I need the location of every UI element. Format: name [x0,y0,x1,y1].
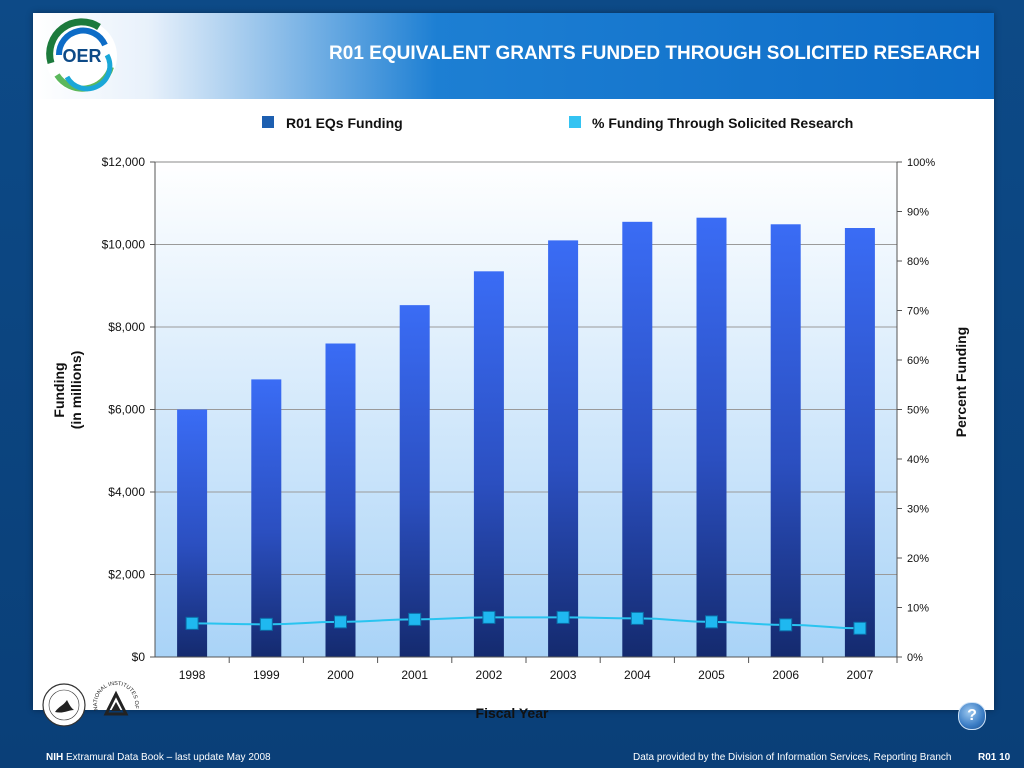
x-tick-label: 2001 [401,668,428,682]
x-axis-title: Fiscal Year [476,705,549,721]
x-tick-label: 2007 [847,668,874,682]
y-tick-label: $2,000 [108,568,145,582]
bar [325,343,356,657]
hhs-seal-icon [42,683,86,727]
y-tick-label: $10,000 [102,238,146,252]
y2-tick-label: 100% [907,157,935,169]
percent-marker [779,618,793,632]
y-tick-label: $4,000 [108,485,145,499]
bar [473,271,504,657]
y2-axis-title: Percent Funding [953,327,969,437]
y2-tick-label: 0% [907,652,923,664]
bar [399,305,430,657]
percent-marker [185,616,199,630]
bar [622,221,653,657]
x-tick-label: 2005 [698,668,725,682]
y2-tick-label: 80% [907,256,929,268]
y2-tick-label: 70% [907,306,929,318]
y-axis-title-line: Funding [51,362,67,417]
page-number: R01 10 [978,752,1011,763]
y2-tick-label: 40% [907,454,929,466]
x-tick-label: 2006 [772,668,799,682]
bar [548,240,579,657]
x-tick-label: 2000 [327,668,354,682]
percent-marker [556,610,570,624]
y-tick-label: $6,000 [108,403,145,417]
bar [177,409,208,657]
x-tick-label: 1998 [179,668,206,682]
y-tick-label: $8,000 [108,320,145,334]
y2-tick-label: 60% [907,355,929,367]
bar-series [177,217,875,657]
bar [770,224,801,657]
bar [696,217,727,657]
percent-marker [259,617,273,631]
x-tick-label: 1999 [253,668,280,682]
bar [844,228,875,657]
oer-logo-icon: OER [45,18,117,92]
y-tick-label: $0 [132,650,146,664]
title-banner: OER R01 EQUIVALENT GRANTS FUNDED THROUGH… [33,13,994,99]
footer-databook-label: Extramural Data Book – last update May 2… [63,752,271,763]
legend-swatch-percent [569,116,581,128]
footer-source-right: Data provided by the Division of Informa… [633,752,952,763]
y-axis-title-line: (in millions) [68,351,84,430]
axis-titles: Fiscal Year Funding(in millions) Percent F… [51,327,969,721]
y2-tick-label: 90% [907,207,929,219]
y2-tick-label: 10% [907,603,929,615]
legend-swatch-funding [262,116,274,128]
y2-tick-label: 20% [907,553,929,565]
x-tick-label: 2003 [550,668,577,682]
x-tick-label: 2004 [624,668,651,682]
legend-label-funding: R01 EQs Funding [286,115,403,131]
percent-marker [705,615,718,629]
x-tick-label: 2002 [476,668,503,682]
help-button[interactable]: ? [958,702,986,730]
legend: R01 EQs Funding % Funding Through Solicit… [262,115,853,131]
percent-marker [853,621,867,635]
logo-text: OER [62,46,101,66]
percent-marker [408,612,422,626]
axes: $0 $2,000 $4,000 $6,000 $8,000 $10,000 $12,000… [102,155,936,682]
y2-tick-label: 30% [907,504,929,516]
percent-marker [482,610,496,624]
y2-tick-label: 50% [907,405,929,417]
percent-marker [630,611,644,625]
legend-label-percent: % Funding Through Solicited Research [592,115,853,131]
footer-nih-label: NIH [46,752,64,763]
nih-seal-icon: NATIONAL INSTITUTES OF HEALTH [92,680,139,716]
percent-marker [334,615,347,629]
percent-line [192,616,860,630]
y-tick-label: $12,000 [102,155,146,169]
bar [251,379,282,657]
line-series [185,610,867,635]
page-title: R01 EQUIVALENT GRANTS FUNDED THROUGH SOL… [329,43,980,64]
footer-source-left: NIH Extramural Data Book – last update M… [46,752,271,763]
y-axis-title: Funding(in millions) [51,351,84,430]
